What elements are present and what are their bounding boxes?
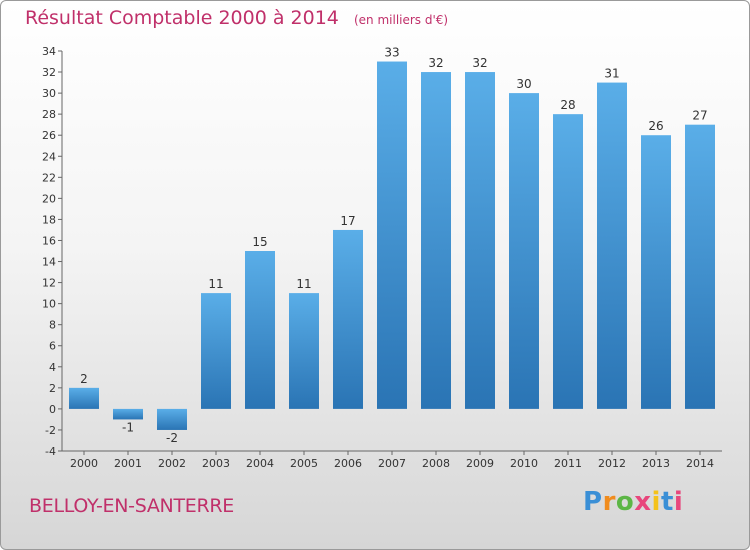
bar-value-label: 31 bbox=[604, 67, 619, 81]
y-tick-label: 18 bbox=[42, 213, 56, 226]
logo-letter: o bbox=[615, 487, 635, 517]
bar-value-label: 11 bbox=[296, 277, 311, 291]
y-tick-label: 0 bbox=[49, 403, 56, 416]
y-tick-label: 6 bbox=[49, 340, 56, 353]
y-tick-label: 32 bbox=[42, 66, 56, 79]
logo-letter: x bbox=[634, 487, 652, 517]
bar-value-label: 33 bbox=[384, 46, 399, 60]
x-tick-label: 2004 bbox=[246, 457, 274, 470]
logo-letter: t bbox=[660, 487, 674, 517]
x-tick-label: 2006 bbox=[334, 457, 362, 470]
logo-letter: r bbox=[602, 487, 616, 517]
bar bbox=[641, 135, 671, 409]
x-tick-label: 2005 bbox=[290, 457, 318, 470]
bar-value-label: -1 bbox=[122, 420, 134, 434]
bar-value-label: 27 bbox=[692, 109, 707, 123]
x-tick-label: 2008 bbox=[422, 457, 450, 470]
y-tick-label: -2 bbox=[45, 424, 56, 437]
chart-unit-note: (en milliers d'€) bbox=[353, 13, 449, 27]
x-tick-label: 2013 bbox=[642, 457, 670, 470]
bar bbox=[421, 72, 451, 409]
chart-title: Résultat Comptable 2000 à 2014 (en milli… bbox=[25, 7, 448, 29]
y-tick-label: -4 bbox=[45, 445, 56, 458]
y-tick-label: 34 bbox=[42, 45, 56, 58]
x-tick-label: 2012 bbox=[598, 457, 626, 470]
y-tick-label: 16 bbox=[42, 234, 56, 247]
y-tick-label: 26 bbox=[42, 129, 56, 142]
logo-letter: i bbox=[673, 487, 684, 517]
x-tick-label: 2011 bbox=[554, 457, 582, 470]
x-tick-label: 2007 bbox=[378, 457, 406, 470]
y-tick-label: 2 bbox=[49, 382, 56, 395]
y-tick-label: 14 bbox=[42, 256, 56, 269]
bar bbox=[69, 387, 99, 409]
bar bbox=[685, 124, 715, 409]
y-tick-label: 8 bbox=[49, 319, 56, 332]
y-tick-label: 12 bbox=[42, 277, 56, 290]
bar-value-label: 26 bbox=[648, 119, 663, 133]
x-tick-label: 2009 bbox=[466, 457, 494, 470]
bar bbox=[157, 408, 187, 430]
y-tick-label: 4 bbox=[49, 361, 56, 374]
logo-letter: P bbox=[583, 487, 603, 517]
bar bbox=[509, 93, 539, 409]
bar-value-label: 28 bbox=[560, 98, 575, 112]
bar-value-label: -2 bbox=[166, 431, 178, 445]
x-tick-label: 2001 bbox=[114, 457, 142, 470]
x-tick-label: 2000 bbox=[70, 457, 98, 470]
commune-name: BELLOY-EN-SANTERRE bbox=[29, 495, 234, 517]
y-tick-label: 28 bbox=[42, 108, 56, 121]
y-tick-label: 30 bbox=[42, 87, 56, 100]
bar bbox=[289, 293, 319, 409]
y-tick-label: 22 bbox=[42, 171, 56, 184]
bar-value-label: 32 bbox=[428, 56, 443, 70]
bar-value-label: 2 bbox=[80, 372, 88, 386]
bar bbox=[465, 72, 495, 409]
logo-letter: i bbox=[651, 487, 661, 517]
bar bbox=[553, 114, 583, 409]
bar bbox=[113, 408, 143, 420]
y-tick-label: 10 bbox=[42, 298, 56, 311]
x-tick-label: 2014 bbox=[686, 457, 714, 470]
bar-value-label: 11 bbox=[208, 277, 223, 291]
bar bbox=[201, 293, 231, 409]
chart-title-text: Résultat Comptable 2000 à 2014 bbox=[25, 7, 339, 29]
bar bbox=[597, 82, 627, 409]
y-tick-label: 20 bbox=[42, 192, 56, 205]
bar-value-label: 32 bbox=[472, 56, 487, 70]
x-tick-label: 2010 bbox=[510, 457, 538, 470]
bar bbox=[377, 61, 407, 409]
x-tick-label: 2002 bbox=[158, 457, 186, 470]
proxiti-logo: Proxiti bbox=[583, 487, 683, 517]
bar bbox=[333, 229, 363, 409]
bar-value-label: 15 bbox=[252, 235, 267, 249]
y-tick-label: 24 bbox=[42, 150, 56, 163]
bar bbox=[245, 251, 275, 409]
x-tick-label: 2003 bbox=[202, 457, 230, 470]
bar-value-label: 30 bbox=[516, 77, 531, 91]
bar-value-label: 17 bbox=[340, 214, 355, 228]
